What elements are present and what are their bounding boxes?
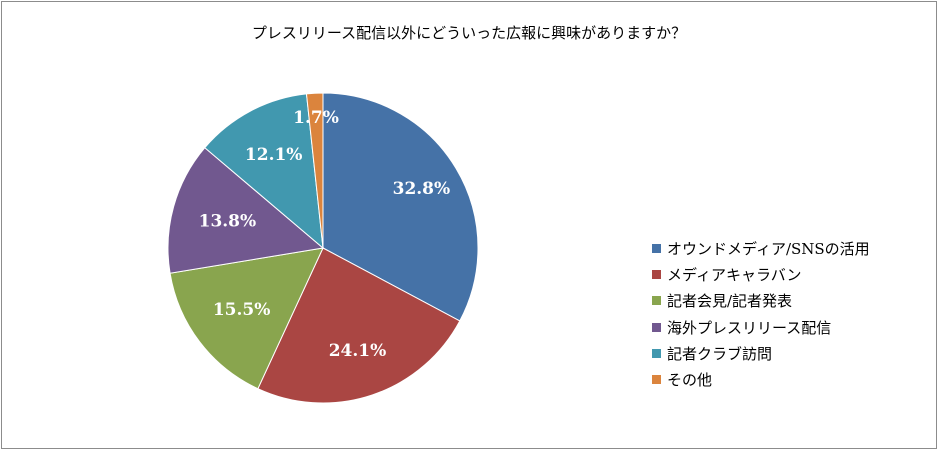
slice-label-4: 13.8% [199, 212, 257, 232]
legend-swatch [652, 243, 661, 253]
slice-label-2: 24.1% [329, 341, 387, 361]
legend-swatch [652, 322, 661, 332]
legend: オウンドメディア/SNSの活用 メディアキャラバン 記者会見/記者発表海外プレスリリ… [652, 235, 870, 393]
legend-item: オウンドメディア/SNSの活用 [652, 235, 870, 261]
legend-label: 海外プレスリリース配信 [667, 318, 832, 337]
slice-label-1: 32.8% [393, 179, 451, 199]
slice-label-3: 15.5% [213, 300, 271, 320]
chart-title: プレスリリース配信以外にどういった広報に興味がありますか？ [251, 24, 687, 42]
pie-slice-3 [169, 247, 324, 390]
legend-swatch [652, 269, 661, 279]
slice-label-5: 12.1% [245, 145, 303, 165]
pie-slice-1 [322, 92, 479, 322]
slice-label-6: 1.7% [293, 108, 339, 128]
legend-item: 海外プレスリリース配信 [652, 314, 870, 340]
legend-label: オウンドメディア/SNSの活用 [667, 239, 870, 258]
legend-item: 記者クラブ訪問 [652, 340, 870, 366]
legend-item: その他 [652, 366, 870, 392]
pie-slice-4 [167, 147, 325, 274]
legend-label: 記者会見/記者発表 [667, 292, 793, 311]
legend-label: メディアキャラバン [667, 265, 802, 284]
legend-swatch [652, 348, 661, 358]
pie-slice-5 [204, 93, 324, 250]
legend-label: 記者クラブ訪問 [667, 344, 773, 363]
legend-label: その他 [667, 371, 713, 390]
legend-item: メディアキャラバン [652, 261, 870, 287]
legend-item: 記者会見/記者発表 [652, 288, 870, 314]
pie-slice-6 [305, 92, 324, 249]
legend-swatch [652, 296, 661, 306]
pie-slice-2 [257, 247, 461, 404]
legend-swatch [652, 375, 661, 385]
